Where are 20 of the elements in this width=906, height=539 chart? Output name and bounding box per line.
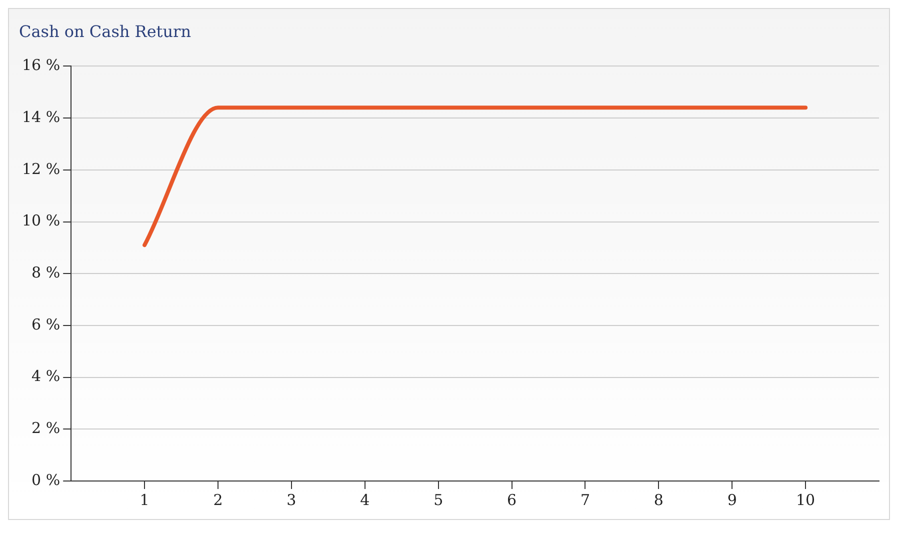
x-tick-label: 4 bbox=[360, 490, 370, 509]
y-tick-label: 8 % bbox=[32, 263, 60, 282]
x-tick-label: 1 bbox=[140, 490, 150, 509]
x-tick-label: 9 bbox=[727, 490, 737, 509]
x-tick-label: 7 bbox=[580, 490, 590, 509]
y-tick-label: 6 % bbox=[32, 315, 60, 334]
x-tick-label: 2 bbox=[213, 490, 223, 509]
y-tick-label: 12 % bbox=[22, 160, 60, 178]
x-tick-label: 5 bbox=[434, 490, 444, 509]
x-tick-label: 8 bbox=[654, 490, 664, 509]
x-tick-label: 10 bbox=[796, 490, 816, 509]
y-tick-label: 16 % bbox=[22, 56, 60, 74]
y-tick-label: 10 % bbox=[22, 212, 60, 230]
chart-title: Cash on Cash Return bbox=[19, 22, 191, 41]
y-tick-label: 4 % bbox=[32, 367, 60, 386]
y-tick-label: 2 % bbox=[32, 419, 60, 438]
y-tick-label: 14 % bbox=[22, 108, 60, 126]
x-tick-label: 3 bbox=[286, 490, 296, 509]
x-tick-label: 6 bbox=[507, 490, 517, 509]
y-tick-label: 0 % bbox=[32, 470, 60, 489]
